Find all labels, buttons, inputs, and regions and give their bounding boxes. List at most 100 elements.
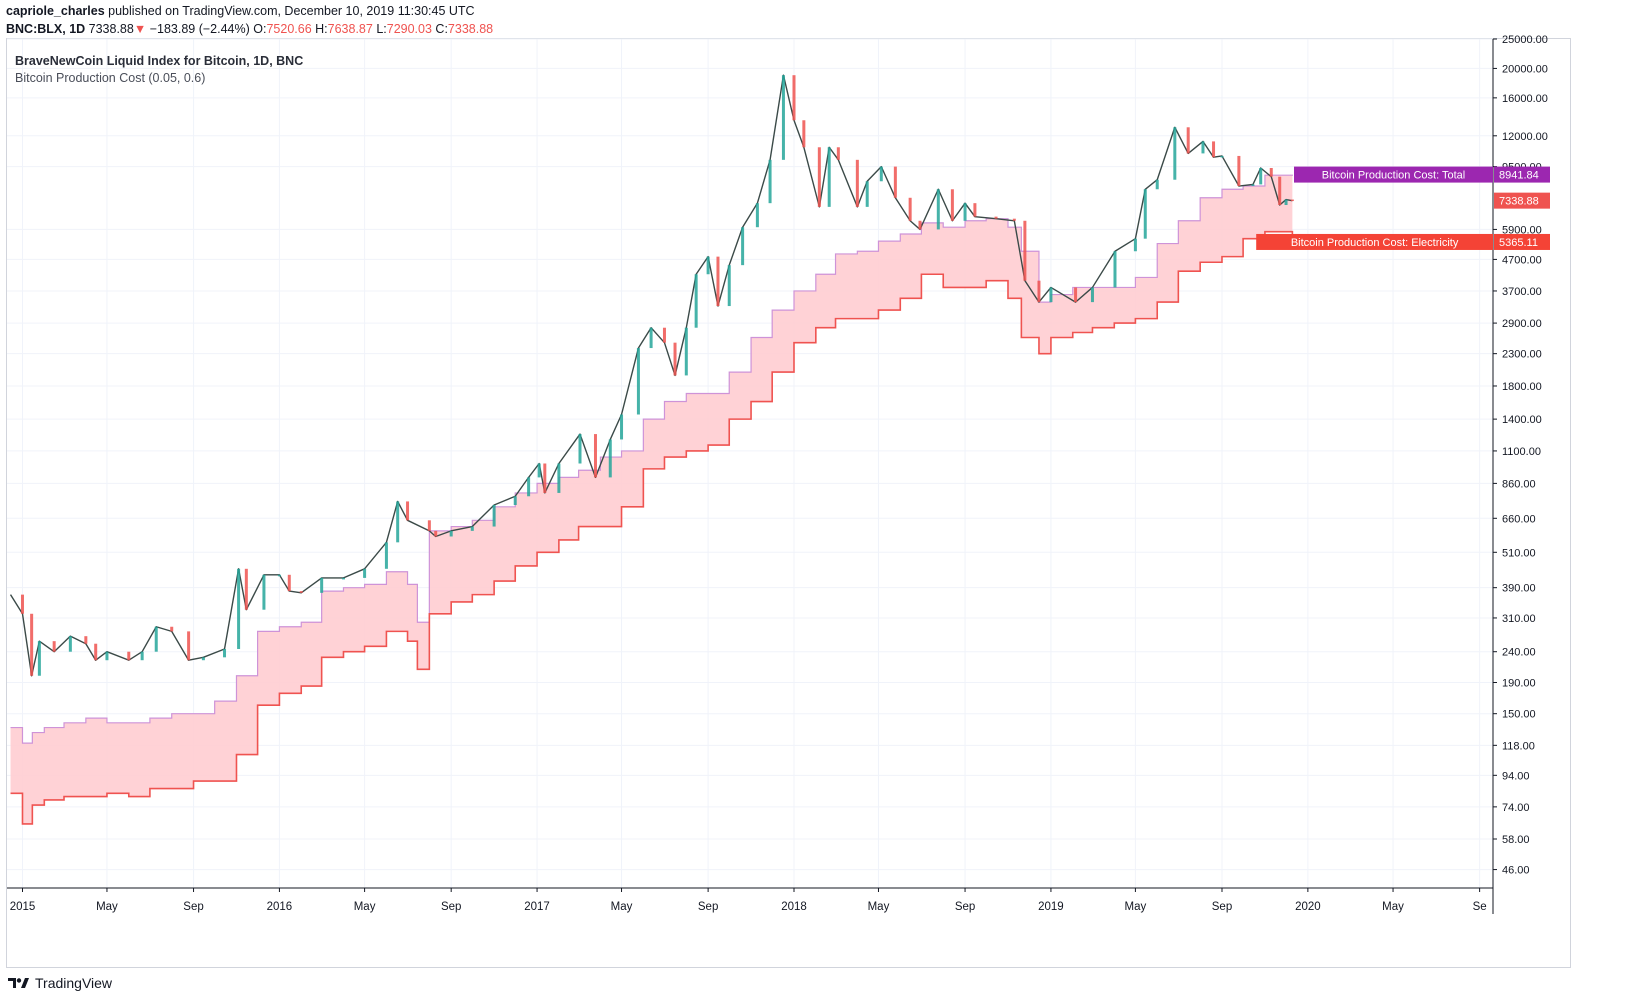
price-candle bbox=[879, 166, 883, 182]
y-tick-label: 118.00 bbox=[1502, 740, 1535, 752]
y-tick-label: 2900.00 bbox=[1502, 318, 1542, 330]
symbol-label: BNC:BLX, 1D bbox=[6, 22, 86, 36]
y-tick-label: 1400.00 bbox=[1502, 414, 1542, 426]
change-value: −183.89 (−2.44%) bbox=[149, 22, 250, 36]
price-candle bbox=[52, 641, 56, 652]
price-candle bbox=[154, 626, 158, 652]
y-tick-label: 58.00 bbox=[1502, 834, 1530, 846]
high-label: H: bbox=[315, 22, 328, 36]
production-cost-band bbox=[10, 174, 1293, 824]
price-candle bbox=[384, 542, 388, 569]
y-tick-label: 74.00 bbox=[1502, 802, 1530, 814]
x-tick-label: 2018 bbox=[781, 901, 807, 913]
x-tick-label: May bbox=[96, 901, 118, 913]
y-tick-label: 390.00 bbox=[1502, 583, 1536, 595]
price-candle bbox=[1220, 155, 1224, 158]
price-candle bbox=[287, 574, 291, 592]
total-value-label: 8941.84 bbox=[1499, 170, 1539, 182]
price-candle bbox=[608, 439, 612, 478]
price-candle bbox=[1278, 176, 1282, 206]
price-candle bbox=[513, 496, 517, 506]
price-candle bbox=[140, 651, 144, 661]
price-candle bbox=[694, 274, 698, 328]
price-candle bbox=[470, 526, 474, 531]
y-tick-label: 20000.00 bbox=[1502, 63, 1548, 75]
electricity-value-tag bbox=[1494, 233, 1550, 250]
x-tick-label: 2016 bbox=[267, 901, 293, 913]
price-candle bbox=[492, 505, 496, 527]
production-cost-electricity-line bbox=[10, 230, 1294, 825]
price-candle bbox=[187, 631, 191, 661]
price-candle bbox=[1113, 251, 1117, 288]
price-candle bbox=[277, 574, 281, 577]
total-name-tag bbox=[1294, 166, 1493, 183]
x-tick-label: Sep bbox=[441, 901, 461, 913]
price-candle bbox=[855, 159, 859, 207]
price-candle bbox=[673, 342, 677, 376]
price-candle bbox=[755, 203, 759, 228]
price-line bbox=[9, 74, 1293, 677]
open-value: 7520.66 bbox=[266, 22, 312, 36]
y-tick-label: 4700.00 bbox=[1502, 254, 1542, 266]
y-tick-label: 25000.00 bbox=[1502, 34, 1548, 46]
y-tick-label: 1100.00 bbox=[1502, 446, 1541, 458]
price-candle bbox=[427, 520, 431, 531]
price-candle bbox=[936, 189, 940, 230]
symbol-line: BNC:BLX, 1D 7338.88▼ −183.89 (−2.44%) O:… bbox=[6, 22, 493, 36]
price-candle bbox=[593, 434, 597, 478]
price-candle bbox=[1269, 167, 1273, 177]
price-candle bbox=[1173, 127, 1177, 180]
price-candle bbox=[84, 636, 88, 644]
price-candle bbox=[37, 641, 41, 676]
price-candle bbox=[578, 434, 582, 464]
x-tick-label: May bbox=[611, 901, 633, 913]
price-candle bbox=[237, 568, 241, 649]
price-candle bbox=[620, 414, 624, 440]
total-value-tag bbox=[1494, 166, 1550, 183]
publish-line: capriole_charles published on TradingVie… bbox=[6, 4, 475, 18]
price-candle bbox=[299, 591, 303, 593]
close-value: 7338.88 bbox=[447, 22, 494, 36]
price-candle bbox=[1251, 184, 1255, 187]
x-tick-label: May bbox=[1382, 901, 1404, 913]
price-candle bbox=[434, 530, 438, 537]
price-candle bbox=[662, 327, 666, 343]
y-tick-label: 510.00 bbox=[1502, 547, 1536, 559]
y-tick-label: 660.00 bbox=[1502, 513, 1536, 525]
price-candle bbox=[527, 477, 531, 497]
price-candle bbox=[727, 265, 731, 307]
price-candle bbox=[1012, 218, 1016, 221]
price-candle bbox=[244, 568, 248, 610]
y-tick-label: 94.00 bbox=[1502, 770, 1530, 782]
tradingview-logo-icon[interactable] bbox=[8, 976, 30, 990]
price-candle bbox=[543, 463, 547, 493]
y-tick-label: 240.00 bbox=[1502, 647, 1536, 659]
last-price: 7338.88 bbox=[88, 22, 134, 36]
x-tick-label: Sep bbox=[1212, 901, 1232, 913]
x-tick-label: May bbox=[354, 901, 376, 913]
price-candle bbox=[20, 594, 24, 614]
price-candle bbox=[1037, 280, 1041, 303]
legend-indicator: Bitcoin Production Cost (0.05, 0.6) bbox=[15, 71, 206, 85]
change-arrow-icon: ▼ bbox=[133, 22, 147, 36]
price-candle bbox=[817, 147, 821, 207]
price-candle bbox=[1284, 199, 1288, 206]
price-candle bbox=[1023, 220, 1027, 281]
price-candle bbox=[105, 651, 109, 661]
price-candle bbox=[68, 636, 72, 652]
price-candle bbox=[973, 203, 977, 217]
price-candle bbox=[30, 613, 34, 676]
price-candle bbox=[1201, 141, 1205, 154]
x-tick-label: Sep bbox=[698, 901, 718, 913]
x-tick-label: 2015 bbox=[10, 901, 36, 913]
electricity-value-label: 5365.11 bbox=[1499, 237, 1538, 249]
price-candle bbox=[649, 327, 653, 349]
price-candle bbox=[201, 657, 205, 661]
price-value-label: 7338.88 bbox=[1499, 196, 1539, 208]
y-tick-label: 1800.00 bbox=[1502, 381, 1542, 393]
publisher-name[interactable]: capriole_charles bbox=[6, 4, 105, 18]
price-candle bbox=[223, 648, 227, 658]
open-label: O: bbox=[253, 22, 267, 36]
price-candle bbox=[170, 626, 174, 632]
